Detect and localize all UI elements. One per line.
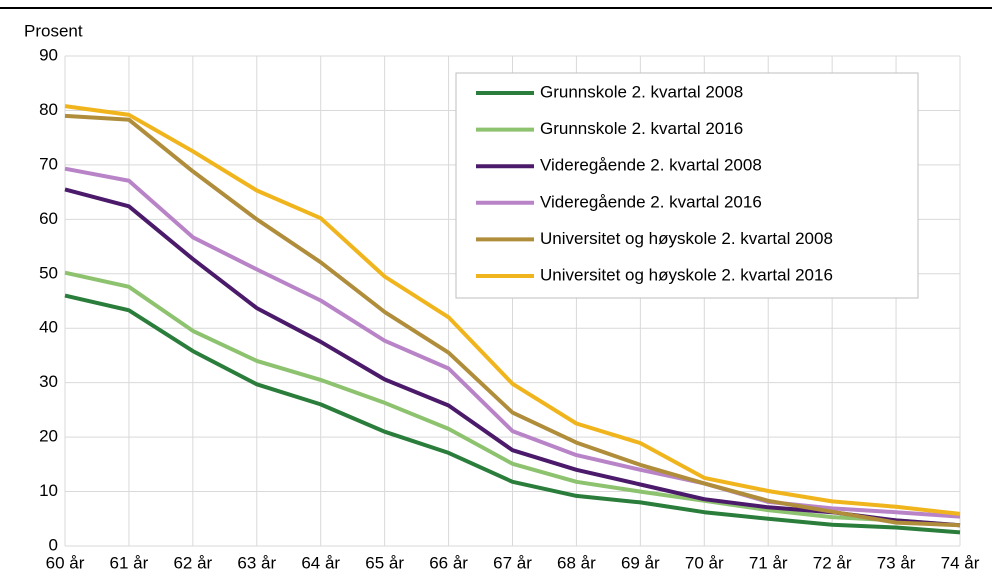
legend-label: Universitet og høyskole 2. kvartal 2016 [540, 265, 833, 284]
x-tick-label: 71 år [749, 553, 788, 572]
legend-box [455, 72, 919, 299]
y-tick-label: 10 [39, 481, 58, 500]
series-line [64, 270, 961, 528]
y-tick-label: 60 [39, 209, 58, 228]
x-tick-label: 69 år [621, 553, 660, 572]
legend-label: Universitet og høyskole 2. kvartal 2008 [540, 229, 833, 248]
y-tick-label: 0 [49, 535, 58, 554]
series-line [64, 293, 961, 535]
x-tick-label: 73 år [877, 553, 916, 572]
legend-label: Grunnskole 2. kvartal 2008 [540, 82, 743, 101]
x-tick-label: 60 år [46, 553, 85, 572]
legend-label: Grunnskole 2. kvartal 2016 [540, 119, 743, 138]
series-line [64, 187, 961, 528]
x-tick-label: 70 år [685, 553, 724, 572]
legend-label: Videregående 2. kvartal 2008 [540, 156, 762, 175]
x-tick-label: 61 år [110, 553, 149, 572]
y-tick-label: 90 [39, 45, 58, 64]
y-tick-label: 30 [39, 372, 58, 391]
y-tick-label: 70 [39, 154, 58, 173]
x-tick-label: 65 år [365, 553, 404, 572]
y-tick-label: 50 [39, 263, 58, 282]
x-tick-label: 63 år [237, 553, 276, 572]
x-tick-label: 62 år [173, 553, 212, 572]
legend-label: Videregående 2. kvartal 2016 [540, 192, 762, 211]
x-tick-label: 74 år [941, 553, 980, 572]
series-line [64, 113, 961, 528]
x-tick-label: 67 år [493, 553, 532, 572]
y-tick-label: 80 [39, 100, 58, 119]
y-tick-label: 40 [39, 318, 58, 337]
y-axis-label: Prosent [24, 21, 83, 40]
series-line [64, 104, 961, 516]
x-tick-label: 64 år [301, 553, 340, 572]
x-tick-label: 72 år [813, 553, 852, 572]
x-tick-label: 66 år [429, 553, 468, 572]
y-tick-label: 20 [39, 427, 58, 446]
x-tick-label: 68 år [557, 553, 596, 572]
